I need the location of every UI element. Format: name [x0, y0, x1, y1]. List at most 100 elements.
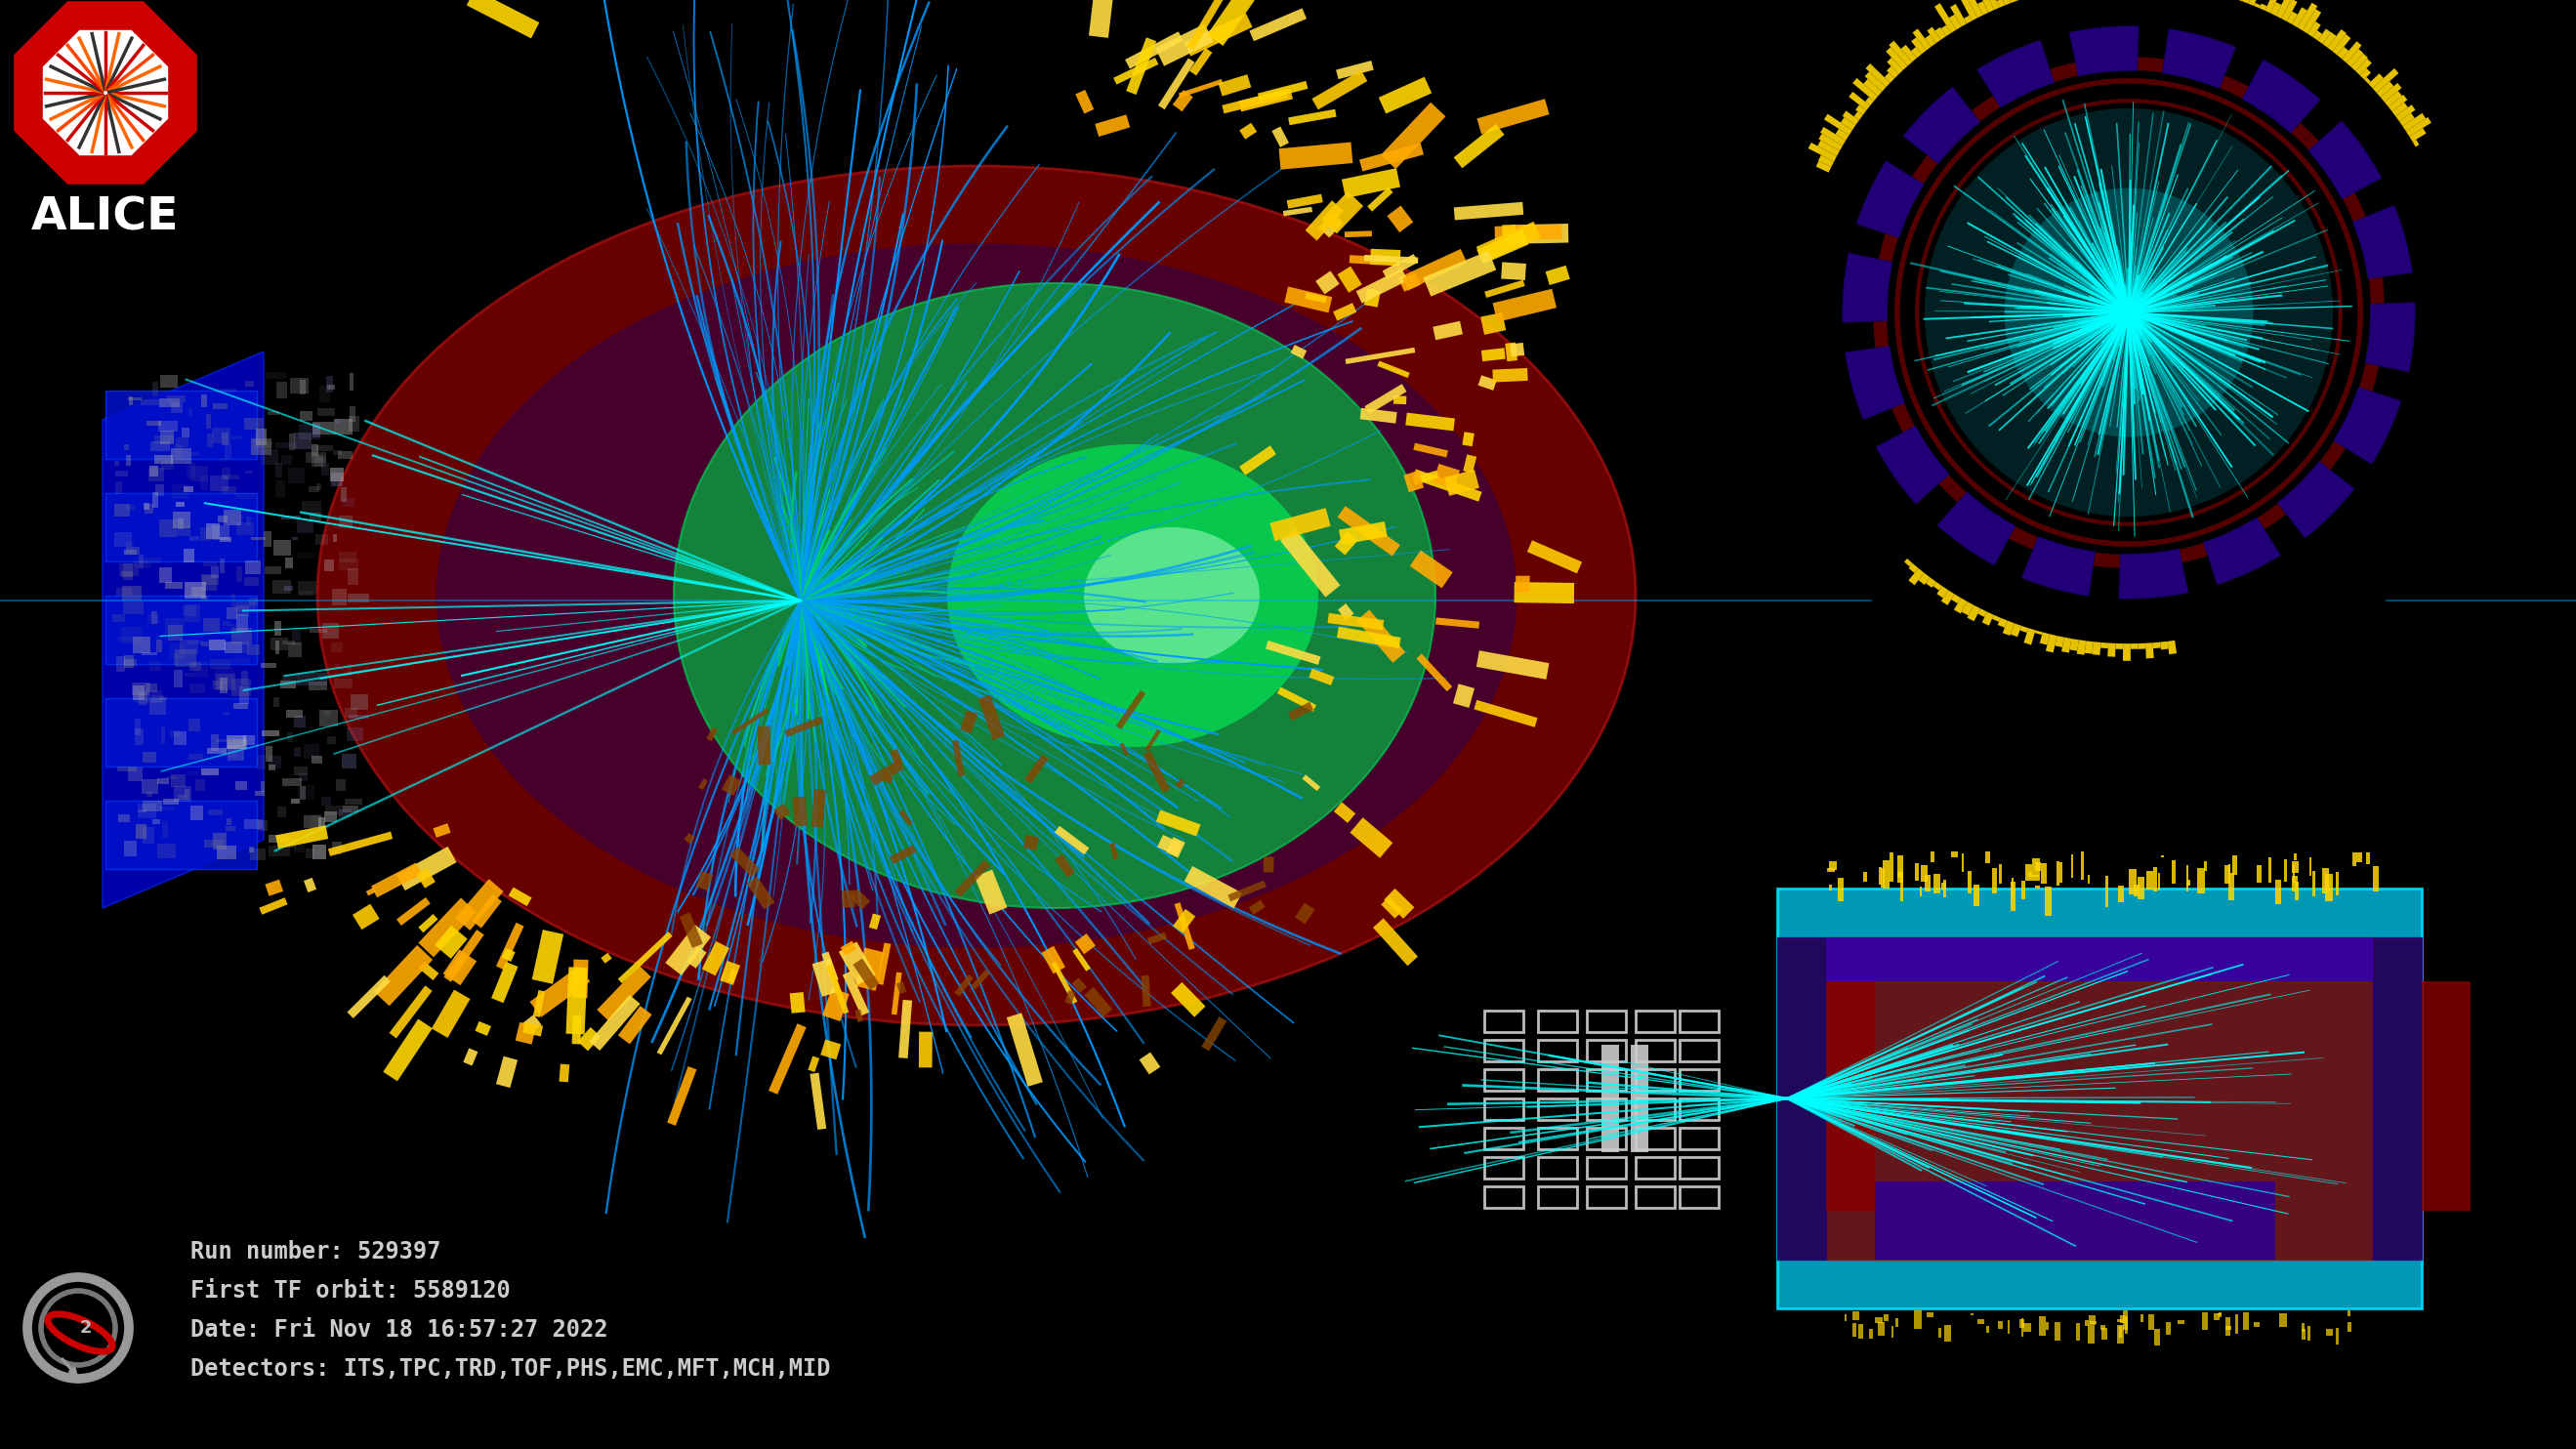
Bar [1999, 1321, 2002, 1329]
Polygon shape [456, 880, 502, 930]
Polygon shape [2092, 642, 2102, 655]
Bar [2372, 867, 2378, 893]
Polygon shape [1986, 0, 1999, 10]
Bar [317, 409, 335, 416]
Bar [232, 594, 234, 609]
Bar [209, 810, 222, 816]
Polygon shape [1262, 856, 1275, 872]
Polygon shape [1113, 58, 1159, 84]
Bar [250, 597, 258, 606]
Polygon shape [1935, 28, 1945, 39]
Polygon shape [1953, 598, 1968, 613]
Bar [144, 504, 155, 513]
Polygon shape [680, 913, 703, 948]
Polygon shape [1368, 187, 1394, 212]
Text: 2: 2 [80, 1319, 93, 1337]
Bar [1880, 868, 1886, 888]
Bar [191, 465, 209, 481]
Polygon shape [2254, 3, 2262, 9]
Bar [2336, 872, 2339, 895]
Bar [1945, 1324, 1953, 1342]
Bar [160, 807, 175, 810]
Bar [350, 372, 353, 390]
Bar [227, 739, 247, 749]
Polygon shape [2396, 104, 2416, 122]
Polygon shape [1121, 743, 1128, 756]
Bar [1680, 1010, 1718, 1032]
Bar [165, 617, 185, 635]
Polygon shape [1981, 611, 1994, 626]
Polygon shape [786, 717, 824, 738]
Polygon shape [507, 887, 531, 906]
Polygon shape [1515, 575, 1530, 593]
Polygon shape [1909, 564, 1919, 572]
Bar [322, 623, 340, 639]
Wedge shape [1842, 254, 1893, 323]
Bar [2123, 1310, 2128, 1329]
Bar [1538, 1098, 1577, 1120]
Bar [2027, 871, 2032, 877]
Bar [268, 756, 281, 768]
Polygon shape [1481, 348, 1504, 361]
Bar [126, 506, 137, 510]
Polygon shape [1064, 990, 1074, 1004]
Bar [227, 735, 247, 749]
Bar [299, 672, 317, 685]
Bar [118, 636, 134, 640]
Bar [312, 845, 327, 859]
Bar [175, 438, 188, 446]
Bar [296, 520, 314, 533]
Polygon shape [1280, 529, 1340, 597]
Bar [124, 564, 131, 580]
Polygon shape [2244, 0, 2251, 3]
Polygon shape [1041, 946, 1066, 974]
Bar [283, 640, 296, 645]
Bar [2295, 881, 2298, 901]
Polygon shape [961, 710, 979, 733]
Polygon shape [1502, 225, 1515, 243]
Bar [335, 419, 340, 423]
Polygon shape [855, 1010, 863, 1023]
Bar [258, 820, 268, 832]
Bar [152, 819, 160, 823]
Bar [325, 806, 343, 816]
Bar [289, 468, 304, 484]
Polygon shape [2303, 9, 2321, 33]
Bar [345, 709, 358, 717]
Bar [304, 814, 322, 827]
Bar [2022, 881, 2025, 900]
Bar [1680, 1127, 1718, 1149]
Bar [1826, 868, 1834, 872]
Polygon shape [1355, 268, 1409, 303]
Polygon shape [1154, 23, 1213, 67]
Bar [317, 483, 322, 490]
Wedge shape [1976, 41, 2053, 107]
Polygon shape [531, 966, 590, 1017]
Polygon shape [559, 1064, 569, 1082]
Bar [299, 591, 312, 596]
Bar [222, 746, 237, 758]
Text: Run number: 529397: Run number: 529397 [191, 1240, 440, 1264]
Bar [237, 614, 247, 632]
Polygon shape [2287, 12, 2298, 25]
Polygon shape [1159, 58, 1195, 110]
Polygon shape [497, 1056, 518, 1088]
Bar [139, 558, 162, 564]
Bar [276, 640, 278, 653]
Bar [188, 684, 204, 693]
Bar [2421, 981, 2470, 1211]
Bar [124, 655, 134, 668]
Bar [1636, 1187, 1674, 1208]
Polygon shape [979, 694, 1005, 740]
Bar [211, 475, 229, 491]
Polygon shape [1306, 200, 1345, 241]
Bar [276, 480, 286, 497]
Polygon shape [1978, 609, 1986, 617]
Polygon shape [1386, 206, 1414, 232]
Polygon shape [567, 966, 587, 1035]
Bar [188, 719, 201, 732]
Bar [245, 578, 258, 585]
Polygon shape [2009, 623, 2022, 638]
Bar [175, 445, 183, 459]
Polygon shape [809, 1056, 819, 1072]
